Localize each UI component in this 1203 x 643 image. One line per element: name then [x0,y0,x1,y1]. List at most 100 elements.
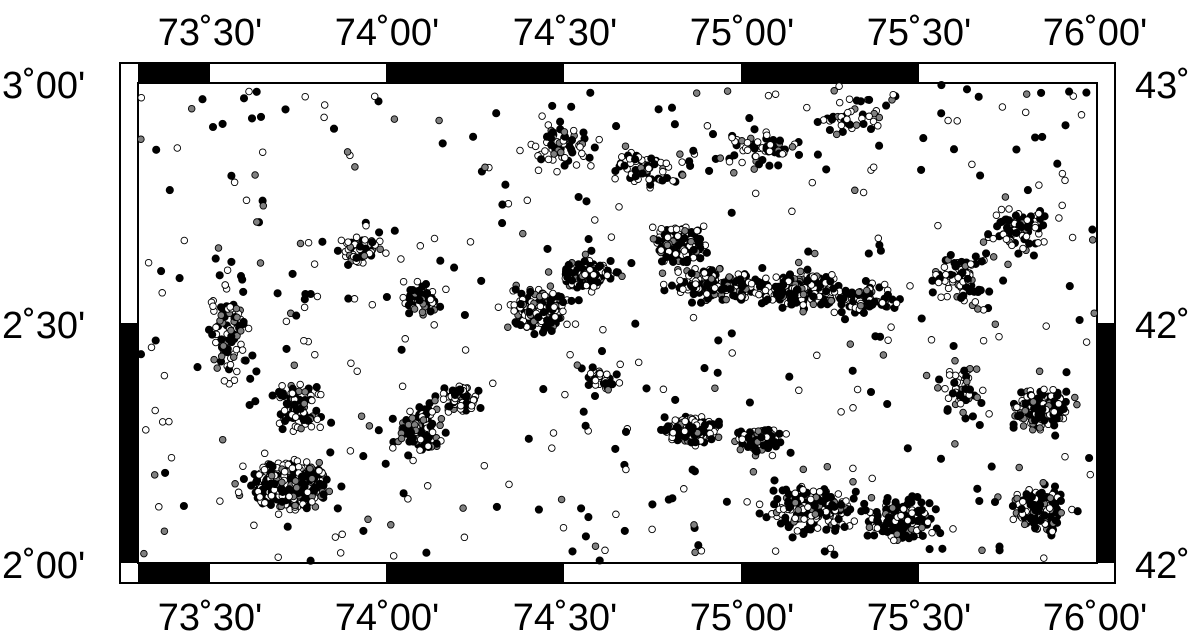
epicenter-marker [751,189,760,198]
epicenter-marker [1034,239,1042,247]
epicenter-marker [306,556,315,565]
epicenter-marker [290,400,299,409]
epicenter-marker [799,465,808,474]
epicenter-marker [401,335,409,343]
epicenter-marker [344,260,353,269]
epicenter-marker [226,303,234,311]
epicenter-marker [410,305,419,313]
epicenter-marker [160,527,169,535]
epicenter-marker [809,300,818,309]
epicenter-marker [826,277,835,286]
epicenter-marker [561,390,569,399]
epicenter-marker [382,249,390,257]
epicenter-marker [671,416,680,424]
epicenter-marker [945,371,954,379]
epicenter-marker [436,421,444,430]
epicenter-marker [155,503,163,511]
epicenter-marker [951,262,960,271]
epicenter-marker [256,493,264,501]
epicenter-marker [175,274,184,283]
epicenter-marker [567,102,576,111]
epicenter-marker [683,255,692,264]
epicenter-marker [544,155,553,164]
epicenter-marker [1061,452,1069,461]
epicenter-marker [300,303,309,312]
epicenter-marker [530,330,539,339]
epicenter-marker [770,500,779,509]
epicenter-marker [899,505,908,513]
epicenter-marker [786,448,795,457]
epicenter-marker [1009,515,1018,524]
left-tick-label: 3˚00' [2,65,85,107]
epicenter-marker [934,278,943,287]
epicenter-marker [1051,500,1060,509]
epicenter-marker [597,347,607,356]
epicenter-marker [925,545,934,554]
epicenter-marker [232,345,241,354]
epicenter-marker [944,116,952,125]
epicenter-marker [477,276,486,285]
epicenter-marker [788,207,796,216]
epicenter-marker [510,307,518,315]
epicenter-marker [534,166,543,175]
epicenter-marker [621,427,631,436]
epicenter-marker [788,143,797,151]
epicenter-marker [1051,516,1060,525]
epicenter-marker [849,404,857,412]
epicenter-marker [985,410,993,418]
epicenter-marker [1008,241,1016,250]
epicenter-marker [288,269,297,278]
epicenter-marker [283,522,292,531]
epicenter-marker [934,221,942,230]
epicenter-marker [313,292,322,301]
epicenter-marker [553,167,561,176]
epicenter-marker [772,273,780,281]
epicenter-marker [744,433,753,442]
epicenter-marker [288,389,297,398]
top-tick-label: 75˚30' [867,12,971,54]
epicenter-marker [774,161,783,170]
epicenter-marker [1001,215,1010,224]
epicenter-marker [460,533,469,542]
epicenter-marker [1088,225,1097,234]
epicenter-marker [137,135,145,143]
epicenter-marker [763,131,771,139]
epicenter-marker [658,269,667,277]
epicenter-marker [361,236,369,244]
epicenter-marker [771,90,780,98]
top-tick-label: 75˚00' [690,12,794,54]
epicenter-marker [851,186,859,195]
top-tick-label: 74˚30' [513,12,617,54]
epicenter-marker [415,296,424,305]
epicenter-marker [359,452,368,461]
epicenter-marker [1071,393,1079,402]
epicenter-marker [294,463,303,471]
epicenter-marker [829,284,838,293]
epicenter-marker [1031,133,1040,142]
epicenter-marker [861,506,870,515]
epicenter-marker [928,528,936,537]
epicenter-marker [946,250,955,260]
epicenter-marker [873,524,882,532]
epicenter-marker [727,329,736,338]
epicenter-marker [747,279,756,288]
epicenter-marker [1088,236,1097,244]
epicenter-marker [973,287,983,297]
epicenter-marker [344,294,353,303]
epicenter-marker [811,510,820,518]
epicenter-marker [850,517,859,525]
epicenter-marker [775,136,785,145]
epicenter-marker [584,513,593,522]
epicenter-marker [551,313,559,321]
epicenter-marker [711,284,719,292]
epicenter-marker [942,270,950,279]
epicenter-marker [663,233,672,242]
epicenter-marker [494,303,503,311]
epicenter-marker [890,536,898,545]
epicenter-marker [688,425,697,434]
epicenter-marker [1062,387,1071,396]
epicenter-marker [949,145,959,154]
epicenter-marker [827,115,837,124]
epicenter-marker [769,486,778,495]
epicenter-marker [158,418,167,426]
